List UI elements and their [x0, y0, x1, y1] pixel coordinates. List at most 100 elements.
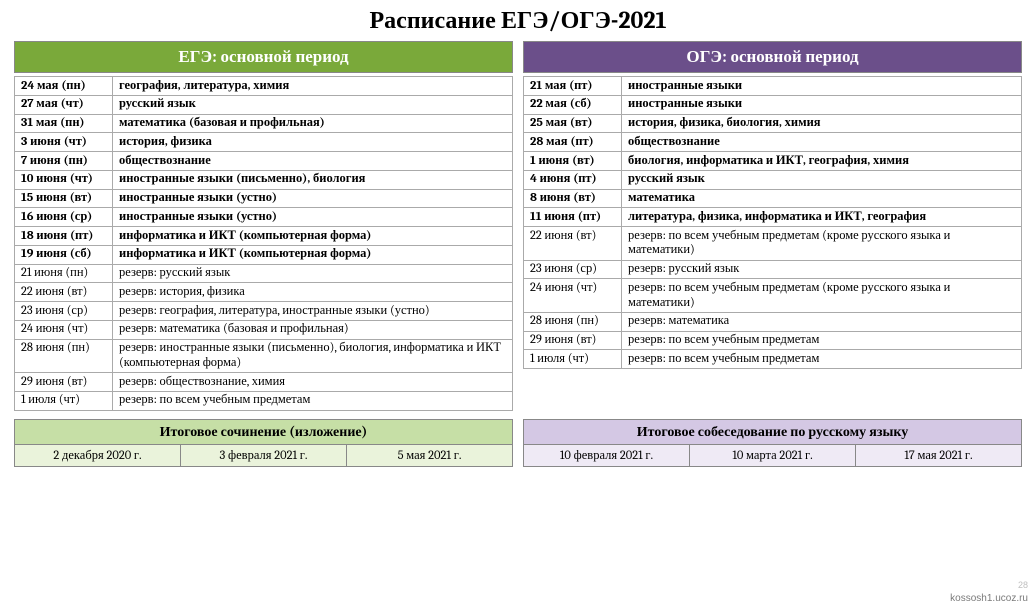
date-cell: 28 июня (пн): [15, 339, 113, 373]
date-cell: 22 июня (вт): [15, 283, 113, 302]
table-row: 4 июня (пт)русский язык: [524, 170, 1022, 189]
table-row: 27 мая (чт)русский язык: [15, 95, 513, 114]
table-row: 29 июня (вт)резерв: по всем учебным пред…: [524, 331, 1022, 350]
date-cell: 3 июня (чт): [15, 133, 113, 152]
bottom-cell: 5 мая 2021 г.: [347, 445, 513, 467]
footer-credit: kossosh1.ucoz.ru: [950, 593, 1028, 604]
table-row: 25 мая (вт)история, физика, биология, хи…: [524, 114, 1022, 133]
subject-cell: обществознание: [113, 152, 513, 171]
subject-cell: резерв: по всем учебным предметам (кроме…: [622, 279, 1022, 313]
bottom-left-cells: 2 декабря 2020 г.3 февраля 2021 г.5 мая …: [14, 445, 513, 467]
date-cell: 23 июня (ср): [15, 302, 113, 321]
subject-cell: история, физика: [113, 133, 513, 152]
date-cell: 25 мая (вт): [524, 114, 622, 133]
table-row: 1 июля (чт)резерв: по всем учебным предм…: [15, 391, 513, 410]
subject-cell: иностранные языки (письменно), биология: [113, 170, 513, 189]
table-row: 7 июня (пн)обществознание: [15, 152, 513, 171]
right-table: 21 мая (пт)иностранные языки22 мая (сб)и…: [523, 76, 1022, 369]
subject-cell: информатика и ИКТ (компьютерная форма): [113, 245, 513, 264]
right-header: ОГЭ: основной период: [523, 41, 1022, 73]
table-row: 10 июня (чт)иностранные языки (письменно…: [15, 170, 513, 189]
date-cell: 22 июня (вт): [524, 227, 622, 261]
table-row: 22 июня (вт)резерв: по всем учебным пред…: [524, 227, 1022, 261]
bottom-right-cells: 10 февраля 2021 г.10 марта 2021 г.17 мая…: [523, 445, 1022, 467]
table-row: 28 июня (пн)резерв: математика: [524, 312, 1022, 331]
date-cell: 23 июня (ср): [524, 260, 622, 279]
date-cell: 1 июня (вт): [524, 152, 622, 171]
table-row: 1 июня (вт)биология, информатика и ИКТ, …: [524, 152, 1022, 171]
table-row: 22 июня (вт)резерв: история, физика: [15, 283, 513, 302]
table-row: 1 июля (чт)резерв: по всем учебным предм…: [524, 350, 1022, 369]
date-cell: 15 июня (вт): [15, 189, 113, 208]
page-number: 28: [1018, 580, 1028, 590]
subject-cell: резерв: обществознание, химия: [113, 373, 513, 392]
table-row: 24 мая (пн)география, литература, химия: [15, 77, 513, 96]
table-row: 28 июня (пн)резерв: иностранные языки (п…: [15, 339, 513, 373]
table-row: 11 июня (пт)литература, физика, информат…: [524, 208, 1022, 227]
date-cell: 27 мая (чт): [15, 95, 113, 114]
subject-cell: резерв: история, физика: [113, 283, 513, 302]
table-row: 24 июня (чт)резерв: математика (базовая …: [15, 320, 513, 339]
subject-cell: резерв: иностранные языки (письменно), б…: [113, 339, 513, 373]
subject-cell: литература, физика, информатика и ИКТ, г…: [622, 208, 1022, 227]
subject-cell: история, физика, биология, химия: [622, 114, 1022, 133]
date-cell: 8 июня (вт): [524, 189, 622, 208]
date-cell: 24 июня (чт): [15, 320, 113, 339]
date-cell: 24 мая (пн): [15, 77, 113, 96]
subject-cell: география, литература, химия: [113, 77, 513, 96]
page-title: Расписание ЕГЭ/ОГЭ-2021: [0, 0, 1036, 41]
subject-cell: резерв: математика: [622, 312, 1022, 331]
subject-cell: иностранные языки: [622, 77, 1022, 96]
subject-cell: информатика и ИКТ (компьютерная форма): [113, 227, 513, 246]
date-cell: 22 мая (сб): [524, 95, 622, 114]
date-cell: 21 мая (пт): [524, 77, 622, 96]
date-cell: 28 мая (пт): [524, 133, 622, 152]
subject-cell: иностранные языки: [622, 95, 1022, 114]
date-cell: 29 июня (вт): [524, 331, 622, 350]
date-cell: 4 июня (пт): [524, 170, 622, 189]
bottom-cell: 3 февраля 2021 г.: [181, 445, 347, 467]
subject-cell: резерв: по всем учебным предметам: [113, 391, 513, 410]
bottom-row: Итоговое сочинение (изложение) 2 декабря…: [0, 419, 1036, 467]
table-row: 8 июня (вт)математика: [524, 189, 1022, 208]
subject-cell: иностранные языки (устно): [113, 208, 513, 227]
table-row: 21 июня (пн)резерв: русский язык: [15, 264, 513, 283]
bottom-cell: 10 марта 2021 г.: [690, 445, 856, 467]
bottom-right: Итоговое собеседование по русскому языку…: [523, 419, 1022, 467]
date-cell: 10 июня (чт): [15, 170, 113, 189]
bottom-cell: 17 мая 2021 г.: [856, 445, 1022, 467]
right-column: ОГЭ: основной период 21 мая (пт)иностран…: [523, 41, 1022, 411]
table-row: 18 июня (пт)информатика и ИКТ (компьютер…: [15, 227, 513, 246]
date-cell: 11 июня (пт): [524, 208, 622, 227]
left-header: ЕГЭ: основной период: [14, 41, 513, 73]
table-row: 24 июня (чт)резерв: по всем учебным пред…: [524, 279, 1022, 313]
date-cell: 21 июня (пн): [15, 264, 113, 283]
subject-cell: математика: [622, 189, 1022, 208]
date-cell: 1 июля (чт): [524, 350, 622, 369]
date-cell: 28 июня (пн): [524, 312, 622, 331]
subject-cell: резерв: по всем учебным предметам: [622, 350, 1022, 369]
date-cell: 31 мая (пн): [15, 114, 113, 133]
date-cell: 24 июня (чт): [524, 279, 622, 313]
table-row: 15 июня (вт)иностранные языки (устно): [15, 189, 513, 208]
subject-cell: резерв: по всем учебным предметам: [622, 331, 1022, 350]
subject-cell: русский язык: [113, 95, 513, 114]
table-row: 23 июня (ср)резерв: география, литератур…: [15, 302, 513, 321]
bottom-left: Итоговое сочинение (изложение) 2 декабря…: [14, 419, 513, 467]
table-row: 3 июня (чт)история, физика: [15, 133, 513, 152]
bottom-left-header: Итоговое сочинение (изложение): [14, 419, 513, 445]
left-table: 24 мая (пн)география, литература, химия2…: [14, 76, 513, 411]
subject-cell: иностранные языки (устно): [113, 189, 513, 208]
table-row: 19 июня (сб)информатика и ИКТ (компьютер…: [15, 245, 513, 264]
table-row: 23 июня (ср)резерв: русский язык: [524, 260, 1022, 279]
table-row: 21 мая (пт)иностранные языки: [524, 77, 1022, 96]
columns: ЕГЭ: основной период 24 мая (пн)географи…: [0, 41, 1036, 411]
subject-cell: резерв: география, литература, иностранн…: [113, 302, 513, 321]
bottom-cell: 2 декабря 2020 г.: [14, 445, 181, 467]
bottom-cell: 10 февраля 2021 г.: [523, 445, 690, 467]
subject-cell: резерв: по всем учебным предметам (кроме…: [622, 227, 1022, 261]
table-row: 22 мая (сб)иностранные языки: [524, 95, 1022, 114]
left-column: ЕГЭ: основной период 24 мая (пн)географи…: [14, 41, 513, 411]
subject-cell: русский язык: [622, 170, 1022, 189]
date-cell: 1 июля (чт): [15, 391, 113, 410]
